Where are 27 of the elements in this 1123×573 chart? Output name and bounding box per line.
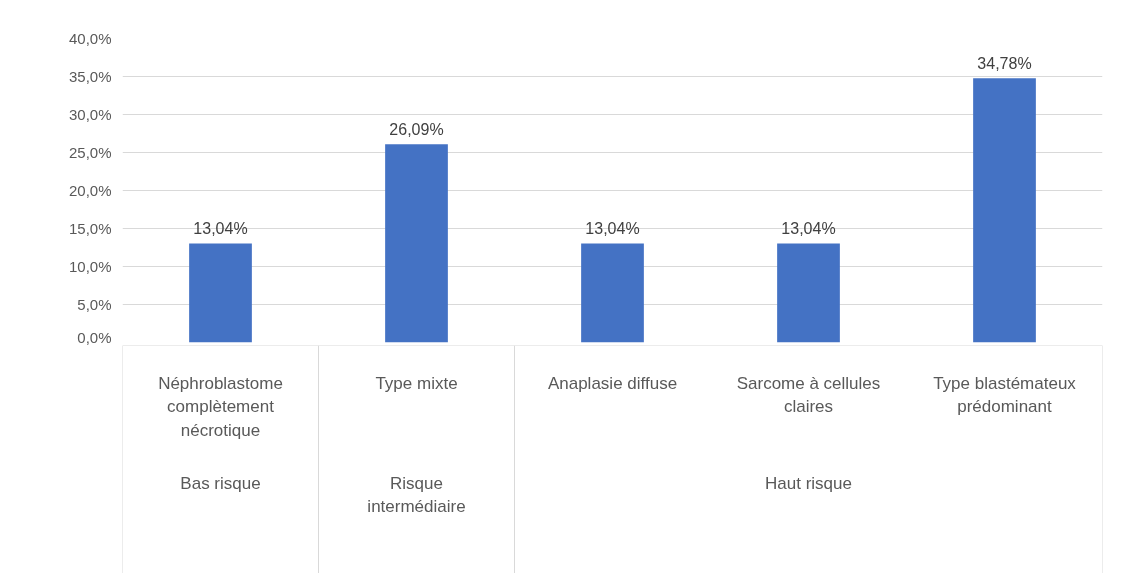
text: Risque intermédiaire	[367, 473, 466, 517]
text: Bas risque	[180, 473, 261, 493]
y-tick-label: 10,0%	[68, 258, 112, 275]
x-tick-label: Sarcome à cellules claires	[736, 373, 881, 417]
x-tick-label: Néphroblastome complètement nécrotique	[158, 373, 283, 440]
bar	[189, 243, 252, 343]
data-label: 13,04%	[585, 220, 640, 238]
data-label: 26,09%	[389, 121, 444, 139]
data-label: 13,04%	[193, 220, 248, 238]
bar	[777, 243, 840, 343]
bar	[385, 144, 448, 343]
y-tick-label: 5,0%	[77, 296, 112, 313]
y-tick-label: 40,0%	[68, 30, 112, 47]
y-tick-label: 30,0%	[68, 106, 112, 123]
x-tick-label: Anaplasie diffuse	[547, 373, 678, 393]
text: Haut risque	[765, 473, 852, 493]
y-tick-label: 20,0%	[68, 182, 112, 199]
x-tick-label: Type blastémateux prédominant	[933, 373, 1077, 417]
x-tick-label: Type mixte	[375, 373, 458, 393]
y-tick-label: 15,0%	[68, 220, 112, 237]
y-tick-label: 0,0%	[77, 328, 112, 346]
bar	[973, 78, 1036, 343]
data-label: 34,78%	[977, 55, 1032, 73]
y-tick-label: 35,0%	[68, 68, 112, 85]
bar	[581, 243, 644, 343]
y-tick-label: 25,0%	[68, 144, 112, 161]
data-label: 13,04%	[781, 220, 836, 238]
